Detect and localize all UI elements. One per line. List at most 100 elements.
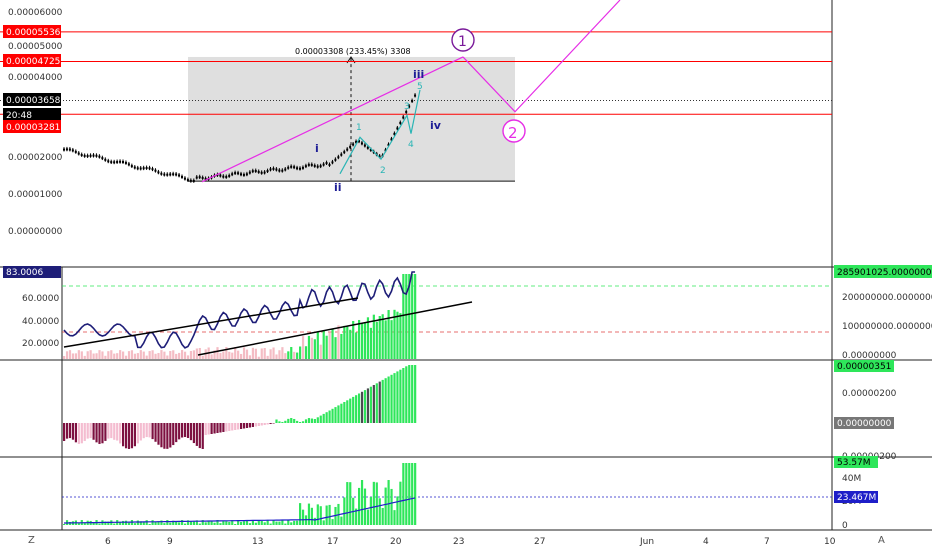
volume-bar [304,346,308,359]
macd-bar [210,423,213,434]
volume-bar [139,350,142,359]
volume-bar [178,352,181,359]
candle-body [71,149,74,152]
vol-bar [369,496,372,525]
vol-bar [390,488,393,525]
macd-bar [343,402,346,423]
candle-body [319,165,322,168]
volume-bar [119,350,122,359]
vol-bar [411,463,414,525]
vol-bar [195,520,198,525]
candle-body [124,161,127,164]
vol-value-tag-bg [834,456,878,468]
macd-y-tick: 0.00000200 [842,389,897,399]
macd-value-tag-bg [834,360,894,372]
volume-bar [225,347,228,359]
candle-body [219,174,222,177]
candle-body [257,170,260,173]
candle-body [178,174,181,177]
volume-y-tick: 100000000.00000000 [842,322,932,332]
auto-scale-left-button[interactable]: Z [28,535,35,546]
macd-bar [95,423,98,443]
macd-bar [360,391,364,423]
candle-body [154,169,157,172]
volume-bar [86,351,89,359]
vol-bar [231,520,234,525]
candle-body [325,162,328,165]
main-y-tick: 0.00002000 [8,153,63,163]
vol-bar [393,510,396,525]
volume-bar [366,317,370,359]
vol-bar [122,520,125,525]
vol-bar [319,506,322,525]
candle-body [101,157,104,160]
candle-body [142,167,145,170]
macd-bar [178,423,181,440]
macd-bar [322,413,325,423]
macd-bar [293,418,296,423]
volume-bar [130,350,134,359]
candle-body [393,132,396,135]
vol-bar [408,463,411,525]
volume-bar [71,353,75,359]
vol-bar [272,520,275,525]
candle-body [189,179,192,182]
auto-scale-right-button[interactable]: A [878,535,885,546]
candle-body [110,161,113,164]
vol-bar [405,463,408,525]
vol-bar [240,521,243,525]
volume-bar [148,351,151,359]
vol-bar [372,481,375,525]
price-tag-1-bg [3,54,61,67]
macd-bar [192,423,195,444]
candle-body [322,163,325,166]
candle-body [169,173,172,176]
wave-label-i: i [315,142,319,155]
volume-bar [322,330,325,359]
macd-bar [269,423,272,424]
volume-bar [181,350,184,359]
vol-bar [98,523,101,525]
wave-label-circle-2: 2 [508,124,518,142]
vol-bar [378,498,381,525]
vol-bar [366,509,370,525]
macd-bar [331,408,334,423]
price-tag-4: 0.00003281 [6,123,60,133]
macd-bar [275,419,278,423]
candle-body [195,176,198,179]
macd-bar [369,386,372,423]
candle-body [148,167,151,170]
price-tag-2-bg [3,93,61,106]
vol-bar [183,523,187,525]
candle-body [89,154,92,157]
vol-bar [163,523,166,525]
macd-bar [263,423,266,425]
volume-bar [145,355,148,359]
vol-bar [189,521,193,525]
macd-bar [390,374,393,423]
x-axis-label: 13 [252,537,263,547]
macd-bar [219,423,222,433]
projection-path [462,0,621,113]
price-tag-0-bg [3,25,61,38]
candles [63,93,417,183]
vol-bar [92,522,95,525]
volume-bar [186,355,190,359]
macd-bar [304,419,308,423]
volume-bar [74,353,77,359]
macd-bar [207,423,210,435]
volume-bar [393,309,396,359]
volume-bar [296,352,299,359]
volume-bar [272,347,275,359]
macd-bar [399,369,402,423]
candle-body [384,149,387,152]
vol-bar [242,521,246,525]
volume-bar [260,348,263,359]
candle-body [86,155,89,158]
volume-bar [142,351,145,359]
volume-value-tag-bg [834,265,932,278]
volume-bar [237,350,240,359]
volume-bar [228,351,231,359]
volume-bar [80,351,83,359]
